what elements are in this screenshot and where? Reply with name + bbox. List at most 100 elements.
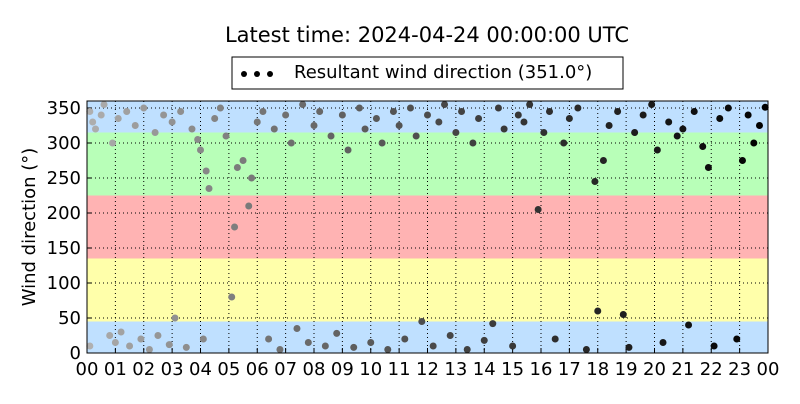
x-tick-label: 16 [530, 359, 553, 380]
data-point [540, 129, 548, 136]
plot-area [86, 100, 769, 354]
data-point [117, 328, 125, 336]
data-point [582, 346, 590, 353]
x-tick-label: 09 [331, 359, 354, 380]
data-point [253, 118, 261, 126]
data-point [233, 164, 241, 171]
data-point [679, 125, 687, 133]
x-tick-label: 17 [558, 359, 581, 380]
plot-frame [86, 100, 769, 354]
data-point [389, 108, 397, 115]
data-point [452, 129, 460, 136]
y-tick-label: 150 [47, 238, 81, 259]
data-point [276, 346, 284, 353]
data-point [435, 118, 443, 126]
data-point [310, 122, 318, 129]
chart-title: Latest time: 2024-04-24 00:00:00 UTC [225, 23, 629, 47]
data-point [738, 157, 746, 164]
y-tick-label: 100 [47, 273, 81, 294]
data-point [690, 108, 698, 115]
data-point [151, 129, 159, 136]
x-tick-label: 11 [388, 359, 411, 380]
y-tick-label: 0 [70, 343, 81, 364]
legend-marker [267, 71, 273, 77]
data-point [106, 332, 114, 339]
data-point [197, 146, 204, 154]
data-point [560, 139, 568, 147]
data-point [514, 111, 522, 119]
data-point [344, 146, 352, 154]
data-point [211, 115, 219, 122]
x-tick-label: 00 [76, 359, 99, 380]
y-tick-label: 200 [47, 203, 81, 224]
data-point [165, 341, 173, 349]
x-tick-label: 18 [586, 359, 609, 380]
x-tick-label: 21 [671, 359, 694, 380]
data-point [574, 104, 582, 112]
x-tick-label: 20 [643, 359, 666, 380]
data-point [395, 122, 403, 129]
data-point [639, 111, 647, 119]
x-tick-label: 04 [189, 359, 212, 380]
data-point [194, 136, 202, 143]
x-tick-label: 15 [501, 359, 524, 380]
data-point [123, 108, 131, 115]
data-point [338, 111, 346, 119]
y-axis-label: Wind direction (°) [19, 148, 40, 307]
data-point [171, 314, 179, 322]
data-point [304, 339, 312, 346]
data-point [177, 108, 185, 115]
data-point [625, 343, 633, 351]
x-tick-label: 13 [444, 359, 467, 380]
data-point [418, 318, 426, 325]
data-point [401, 335, 409, 343]
data-point [316, 108, 324, 115]
x-tick-label: 22 [700, 359, 723, 380]
y-tick-label: 300 [47, 133, 81, 154]
data-point [231, 223, 239, 231]
data-point [599, 157, 607, 164]
legend-marker [241, 71, 247, 77]
data-point [546, 108, 554, 115]
data-point [458, 108, 466, 115]
data-point [216, 104, 224, 112]
data-point [86, 342, 94, 350]
data-point [114, 115, 122, 122]
data-point [551, 335, 559, 343]
data-point [441, 101, 449, 108]
data-point [137, 335, 145, 343]
data-point [653, 146, 661, 154]
data-point [494, 104, 502, 112]
x-tick-label: 19 [615, 359, 638, 380]
data-point [463, 346, 471, 353]
data-point [631, 129, 639, 136]
data-point [270, 125, 278, 133]
data-point [100, 101, 108, 108]
data-point [248, 174, 256, 182]
legend-marker [254, 71, 260, 77]
data-point [222, 132, 230, 140]
data-point [489, 320, 497, 328]
data-point [202, 167, 210, 175]
data-point [126, 342, 134, 350]
data-point [446, 332, 454, 339]
x-tick-label: 07 [274, 359, 297, 380]
data-point [205, 185, 213, 192]
data-point [109, 139, 117, 147]
x-tick-label: 08 [303, 359, 326, 380]
data-point [239, 157, 247, 164]
y-tick-label: 50 [58, 308, 81, 329]
data-point [287, 139, 295, 147]
data-point [361, 125, 369, 133]
y-tick-label: 350 [47, 98, 81, 119]
data-point [755, 122, 763, 129]
data-point [160, 111, 168, 119]
data-point [168, 118, 176, 126]
data-point [333, 329, 341, 337]
data-point [293, 325, 301, 332]
x-tick-label: 23 [728, 359, 751, 380]
data-point [89, 118, 97, 126]
data-point [480, 336, 488, 344]
data-point [744, 111, 752, 119]
x-tick-label: 14 [473, 359, 496, 380]
